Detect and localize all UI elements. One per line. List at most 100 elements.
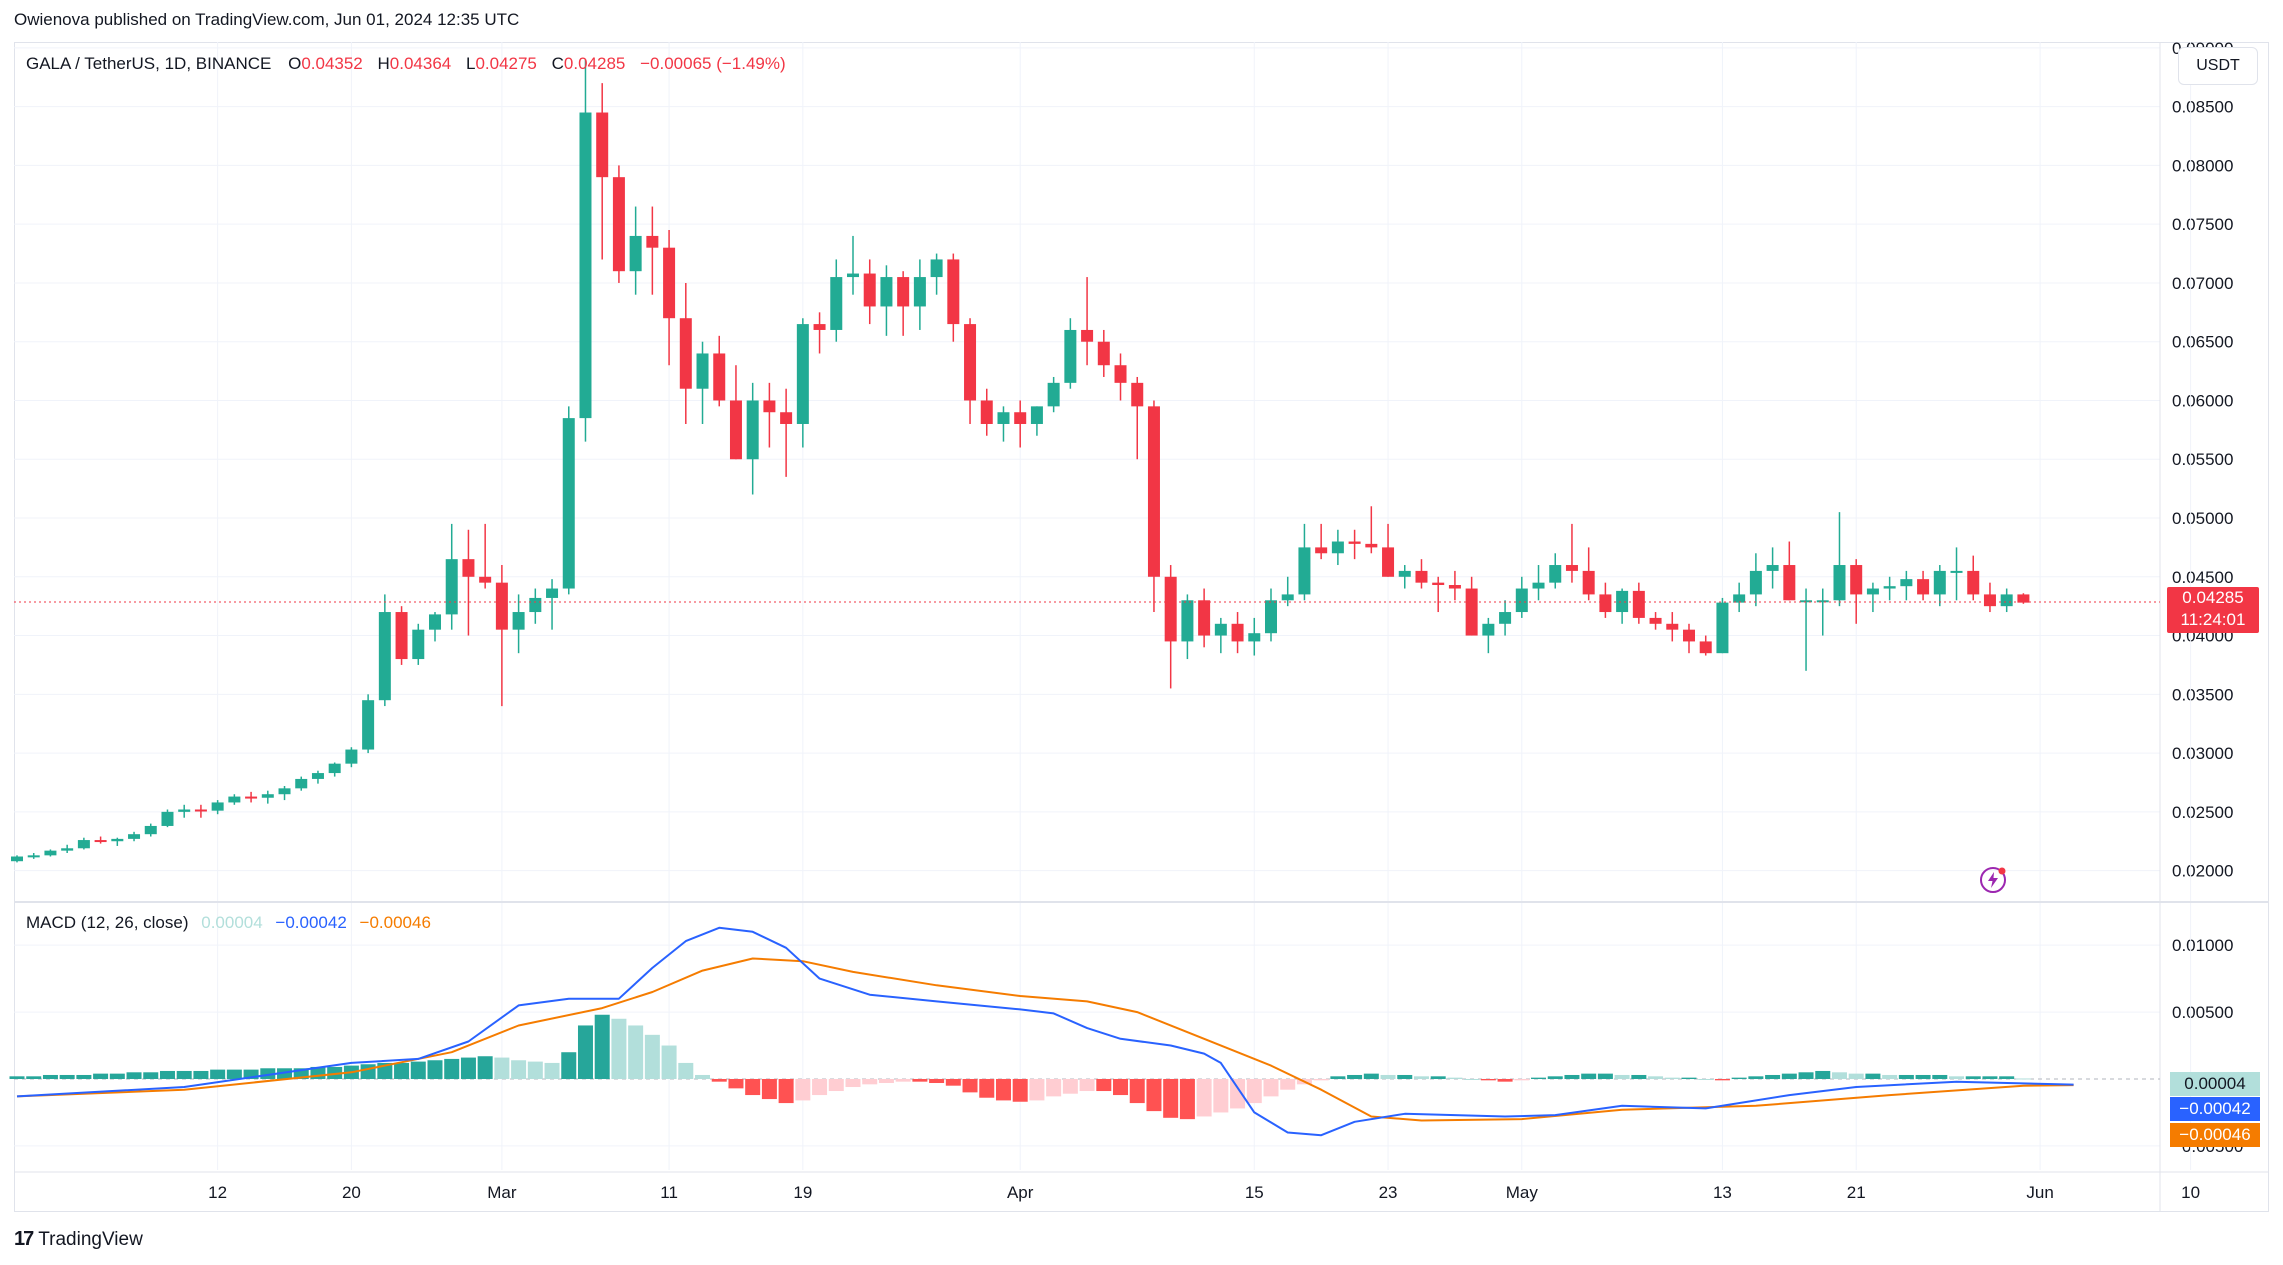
macd-hist-bar — [895, 1078, 911, 1082]
candle-body — [596, 112, 609, 178]
candle-body — [11, 856, 23, 862]
candle-body — [1181, 600, 1194, 642]
candle-body — [1365, 543, 1378, 548]
price-axis-label: 0.05500 — [2172, 450, 2233, 469]
macd-hist-bar — [761, 1078, 777, 1100]
macd-hist-bar — [644, 1034, 660, 1079]
candle-body — [1448, 585, 1461, 589]
macd-hist-bar — [193, 1070, 209, 1079]
macd-hist-bar — [661, 1045, 677, 1079]
currency-button[interactable]: USDT — [2178, 47, 2258, 85]
macd-hist-bar — [1380, 1074, 1396, 1079]
macd-hist-bar — [427, 1060, 443, 1079]
candle-body — [1147, 406, 1160, 577]
macd-hist-bar — [678, 1062, 694, 1079]
candle-body — [27, 855, 40, 858]
candle-body — [612, 177, 625, 272]
candle-body — [1315, 547, 1328, 554]
lightning-icon[interactable] — [1978, 865, 2008, 895]
candle-body — [1766, 565, 1779, 571]
candle-body — [1131, 382, 1144, 407]
candle-body — [1749, 570, 1762, 595]
macd-hist-bar — [1547, 1076, 1563, 1079]
macd-hist-bar — [444, 1058, 460, 1079]
macd-hist-bar — [862, 1078, 878, 1085]
candle-body — [1716, 602, 1729, 654]
chart-frame — [14, 42, 2269, 1212]
macd-hist-bar — [1179, 1078, 1195, 1120]
candle-body — [445, 559, 458, 615]
candle-body — [1081, 329, 1094, 342]
close-label: C — [551, 54, 564, 73]
macd-hist-bar — [1096, 1078, 1112, 1092]
macd-hist-bar — [76, 1074, 92, 1079]
tradingview-logo[interactable]: 17 TradingView — [14, 1228, 143, 1251]
macd-legend: MACD (12, 26, close) 0.00004 −0.00042 −0… — [26, 913, 431, 933]
macd-hist-bar — [394, 1062, 410, 1079]
macd-title[interactable]: MACD (12, 26, close) — [26, 913, 189, 932]
candle-body — [1298, 547, 1311, 595]
candle-body — [479, 576, 492, 583]
macd-hist-bar — [544, 1062, 560, 1079]
macd-hist-bar — [2015, 1078, 2031, 1080]
macd-hist-value: 0.00004 — [201, 913, 263, 932]
candle-body — [1114, 365, 1127, 383]
candle-body — [2017, 594, 2030, 603]
candle-body — [997, 412, 1010, 424]
candle-body — [1783, 565, 1796, 601]
macd-hist-bar — [745, 1078, 761, 1096]
candle-body — [1850, 565, 1863, 595]
candle-body — [462, 559, 475, 577]
macd-hist-bar — [1430, 1076, 1446, 1079]
candle-body — [713, 353, 726, 401]
candle-body — [1733, 594, 1746, 603]
macd-hist-bar — [159, 1070, 175, 1079]
price-axis-label: 0.03500 — [2172, 685, 2233, 704]
candle-body — [429, 614, 441, 630]
candle-body — [1014, 412, 1027, 424]
macd-hist-bar — [1347, 1074, 1363, 1079]
candle-body — [780, 412, 793, 424]
candle-body — [1030, 406, 1043, 424]
candle-body — [546, 588, 559, 598]
candle-body — [178, 809, 191, 812]
open-label: O — [288, 54, 302, 73]
candle-body — [746, 400, 759, 460]
macd-hist-bar — [1781, 1073, 1797, 1079]
candle-body — [1515, 588, 1528, 613]
macd-hist-bar — [1280, 1078, 1296, 1090]
candle-body — [1047, 382, 1060, 407]
macd-hist-bar — [628, 1025, 644, 1079]
candle-body — [629, 235, 642, 272]
candle-body — [1198, 600, 1211, 636]
macd-hist-bar — [1129, 1078, 1145, 1104]
macd-hist-bar — [1012, 1078, 1028, 1102]
candle-body — [1231, 623, 1244, 642]
candle-body — [1398, 570, 1411, 577]
macd-hist-bar — [511, 1060, 527, 1079]
candle-body — [880, 277, 893, 307]
macd-line — [16, 926, 2074, 1137]
macd-hist-bar — [260, 1068, 276, 1079]
candle-body — [1900, 579, 1913, 587]
candle-body — [512, 612, 525, 630]
candle-body — [1348, 541, 1361, 544]
macd-hist-bar — [1999, 1076, 2015, 1079]
macd-hist-bar — [1915, 1074, 1931, 1079]
time-axis-label: 15 — [1245, 1183, 1264, 1202]
candle-body — [1582, 570, 1595, 595]
macd-signal-value: −0.00046 — [359, 913, 431, 932]
macd-hist-bar — [410, 1061, 426, 1079]
symbol-title[interactable]: GALA / TetherUS, 1D, BINANCE — [26, 54, 272, 73]
candle-body — [646, 235, 659, 248]
candle-body — [1983, 594, 1996, 607]
candle-body — [897, 277, 910, 307]
macd-hist-bar — [1932, 1074, 1948, 1079]
macd-signal-line — [16, 957, 2074, 1122]
macd-hist-bar — [795, 1078, 811, 1101]
macd-hist-bar — [1614, 1074, 1630, 1079]
candle-body — [1933, 570, 1946, 595]
candle-body — [1950, 570, 1963, 573]
macd-hist-bar — [1631, 1074, 1647, 1079]
